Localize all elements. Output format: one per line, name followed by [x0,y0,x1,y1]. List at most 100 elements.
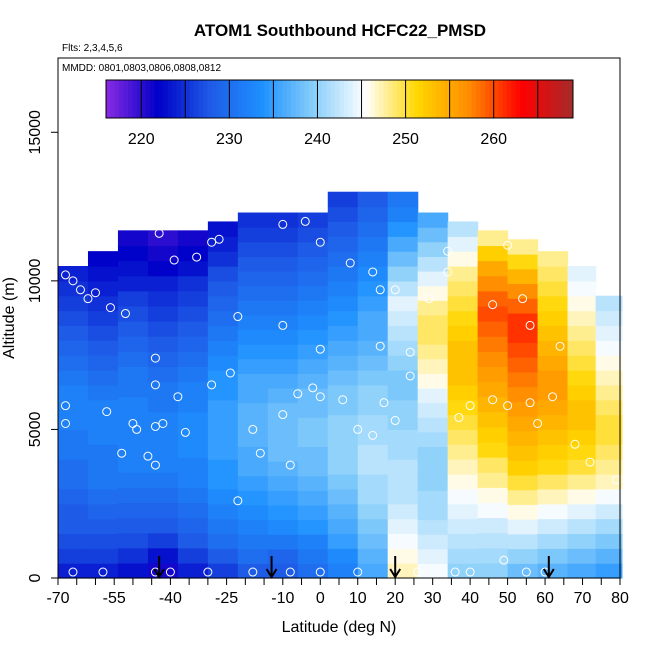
observation-point [233,496,243,506]
observation-point [533,418,543,428]
colorbar-swatch [502,80,508,118]
y-tick-label: 0 [27,573,44,582]
heatmap-cell [567,295,597,312]
heatmap-cell [327,429,359,445]
heatmap-cell [267,373,299,389]
heatmap-cell [87,563,119,579]
colorbar-swatch [255,80,261,118]
heatmap-cell [327,295,359,312]
observation-point [585,457,595,467]
chart-flights-subtitle: Flts: 2,3,4,5,6 [62,43,123,54]
x-tick-label: 60 [536,590,554,607]
heatmap-cell [87,280,119,297]
colorbar-swatch [194,80,200,118]
heatmap-cell [177,305,209,322]
heatmap-cell [177,547,209,564]
colorbar-swatch [423,80,429,118]
observation-point [143,451,153,461]
heatmap-cell [387,251,419,267]
heatmap-cell [267,314,299,331]
heatmap-cell [58,503,89,520]
x-tick-label: 40 [461,590,479,607]
heatmap-cell [447,474,479,490]
colorbar-swatch [273,80,279,118]
heatmap-cell [297,314,329,331]
heatmap-cell [87,414,119,431]
heatmap-cell [537,518,569,535]
colorbar-swatch [515,80,521,118]
heatmap-cell [117,305,149,322]
heatmap-cell [177,411,209,428]
heatmap-cell [207,518,239,535]
heatmap-cell [357,191,389,208]
heatmap-cell [117,487,149,504]
observation-point [285,460,295,470]
heatmap-cell [387,340,419,356]
heatmap-cell [117,532,149,549]
heatmap-cell [58,563,89,579]
colorbar-swatch [471,80,477,118]
heatmap-cell [297,534,329,550]
heatmap-cell [417,461,449,477]
heatmap-cell [567,488,597,505]
heatmap-cell [507,283,539,299]
colorbar-swatch [550,80,556,118]
heatmap-cell [387,191,419,208]
chart-title: ATOM1 Southbound HCFC22_PMSD [194,21,486,40]
heatmap-cell [477,426,509,443]
colorbar-frame [105,79,574,119]
heatmap-cell [87,548,119,564]
observation-point [150,421,160,431]
heatmap-cell [477,547,509,564]
colorbar-tick-label: 220 [128,131,155,148]
colorbar-tick-label: 230 [216,131,243,148]
heatmap-cell [387,266,419,282]
heatmap-cell [147,381,179,398]
heatmap-cell [58,295,89,312]
heatmap-cell [447,370,479,386]
heatmap-cell [297,256,329,272]
heatmap-cell [117,336,149,352]
colorbar-swatch [335,80,340,118]
heatmap-cell [207,266,239,282]
heatmap-cell [357,325,389,341]
heatmap-cell [507,460,539,476]
heatmap-cell [417,446,449,462]
colorbar-swatch [454,80,459,118]
heatmap-cell [87,444,119,460]
heatmap-cell [207,474,239,490]
heatmap-cell [267,431,299,448]
heatmap-cell [417,373,449,389]
colorbar-swatch [299,80,305,118]
colorbar-swatch [458,80,464,118]
observation-point [150,460,160,470]
heatmap-cell [147,305,179,322]
colorbar-swatch [180,80,186,118]
colorbar-swatch [211,80,217,118]
heatmap-cell [417,402,449,418]
heatmap-cell [537,280,569,297]
heatmap-cell [297,387,329,404]
heatmap-cell [117,366,149,383]
colorbar-swatch [145,80,151,118]
x-tick-label: 20 [386,590,404,607]
heatmap-cell [237,504,269,521]
heatmap-cell [537,533,569,549]
heatmap-cell [117,502,149,519]
observation-point [405,347,415,357]
colorbar-swatch [542,80,548,118]
heatmap-cell [147,532,179,549]
colorbar-swatch [251,80,257,118]
heatmap-cell [567,459,597,475]
heatmap-cell [567,503,597,520]
heatmap-cell [595,548,623,564]
heatmap-cell [237,241,269,257]
heatmap-cell [177,290,209,307]
y-axis: 0 5000 10000 15000 [27,110,58,582]
heatmap-cell [297,461,329,477]
observation-point [180,427,190,437]
colorbar-swatch [295,80,301,118]
heatmap-cell [417,227,449,243]
heatmap-cell [207,503,239,520]
heatmap-cell [237,548,269,564]
